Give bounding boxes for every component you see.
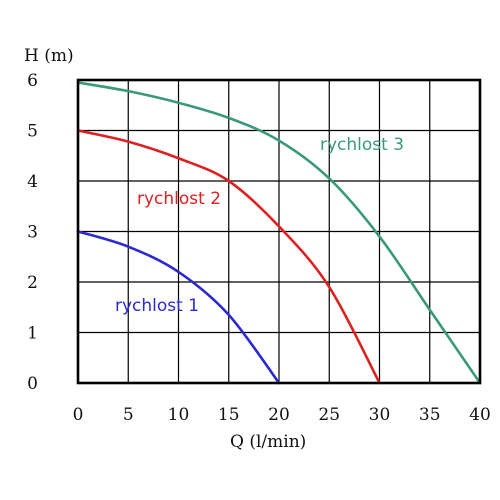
- series-label-1: rychlost 1: [115, 296, 199, 316]
- x-tick-label-8: 40: [469, 405, 491, 425]
- series-line-1: [76, 230, 281, 385]
- plot-border: [76, 78, 482, 385]
- series-label-3: rychlost 3: [320, 135, 404, 155]
- y-tick-label-5: 5: [27, 122, 38, 142]
- x-tick-label-3: 15: [218, 405, 240, 425]
- y-tick-label-3: 3: [27, 223, 38, 243]
- x-tick-label-0: 0: [73, 405, 84, 425]
- series-label-2: rychlost 2: [137, 189, 221, 209]
- x-axis-title: Q (l/min): [230, 432, 306, 452]
- grid: [77, 79, 481, 384]
- x-tick-label-7: 35: [419, 405, 441, 425]
- x-tick-label-4: 20: [268, 405, 290, 425]
- y-tick-label-4: 4: [27, 172, 38, 192]
- y-tick-label-1: 1: [27, 324, 38, 344]
- x-tick-label-5: 25: [318, 405, 340, 425]
- y-tick-label-6: 6: [27, 71, 38, 91]
- series-line-3: [76, 81, 482, 385]
- x-tick-label-2: 10: [168, 405, 190, 425]
- series-labels: rychlost 1 rychlost 2 rychlost 3: [115, 135, 404, 316]
- series-line-2: [76, 129, 381, 385]
- y-axis-title: H (m): [24, 46, 74, 66]
- x-tick-label-1: 5: [123, 405, 134, 425]
- tick-labels: 0 5 10 15 20 25 30 35 40 0 1 2 3 4 5 6: [27, 71, 491, 425]
- y-tick-label-2: 2: [27, 273, 38, 293]
- plot-frame: [76, 78, 482, 385]
- x-tick-label-6: 30: [369, 405, 391, 425]
- series-lines: [76, 81, 482, 385]
- y-tick-label-0: 0: [27, 374, 38, 394]
